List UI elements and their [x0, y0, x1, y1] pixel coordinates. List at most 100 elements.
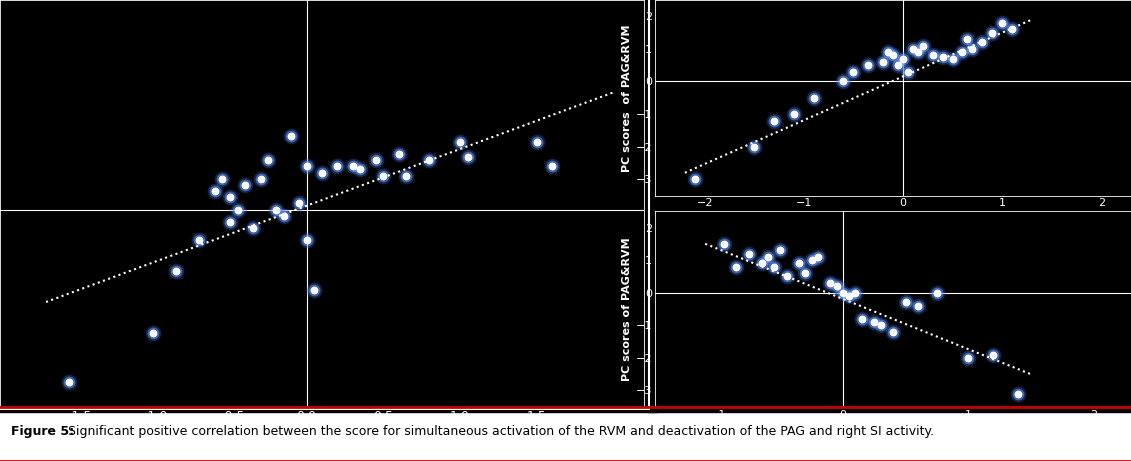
Point [715, 240, 733, 248]
Point [221, 194, 239, 201]
Point [958, 35, 976, 43]
Point [785, 110, 803, 118]
Point [374, 172, 392, 179]
Point [765, 263, 783, 270]
Point [904, 45, 922, 53]
Point [884, 52, 903, 59]
Point [933, 53, 951, 61]
Point [366, 157, 385, 164]
Point [840, 292, 858, 300]
Point [451, 138, 469, 145]
Point [993, 19, 1011, 26]
Text: Figure 5:: Figure 5: [11, 425, 75, 437]
Point [874, 58, 892, 65]
Point [874, 58, 892, 65]
Point [860, 61, 878, 69]
X-axis label: R SI: R SI [301, 428, 344, 447]
Point [796, 269, 814, 277]
Point [777, 273, 795, 280]
Point [259, 157, 277, 164]
Point [236, 181, 254, 189]
Point [904, 45, 922, 53]
Point [259, 157, 277, 164]
Point [374, 172, 392, 179]
Point [275, 212, 293, 219]
Point [828, 283, 846, 290]
Point [543, 163, 561, 170]
Point [1003, 26, 1021, 33]
Point [190, 236, 208, 244]
Point [543, 163, 561, 170]
Point [872, 322, 890, 329]
Point [927, 289, 946, 296]
Text: Significant positive correlation between the score for simultaneous activation o: Significant positive correlation between… [64, 425, 934, 437]
Point [214, 175, 232, 183]
Point [352, 166, 370, 173]
Point [909, 48, 927, 56]
Point [909, 48, 927, 56]
Point [809, 253, 827, 260]
Point [715, 240, 733, 248]
Point [897, 299, 915, 306]
Point [974, 39, 992, 46]
Point [374, 172, 392, 179]
Point [366, 157, 385, 164]
Point [765, 117, 783, 124]
Point [899, 68, 917, 76]
Point [853, 315, 871, 322]
Point [221, 194, 239, 201]
Point [214, 175, 232, 183]
Point [221, 218, 239, 225]
Point [993, 19, 1011, 26]
Point [251, 175, 269, 183]
Point [290, 200, 308, 207]
Point [884, 328, 903, 336]
Point [964, 45, 982, 53]
Point [145, 329, 163, 337]
Point [821, 279, 839, 287]
Point [845, 68, 863, 76]
Point [145, 329, 163, 337]
Point [344, 163, 362, 170]
Point [60, 378, 78, 386]
Point [879, 48, 897, 56]
Point [889, 61, 907, 69]
Point [834, 289, 852, 296]
Point [909, 302, 927, 309]
Point [527, 138, 545, 145]
Point [959, 354, 977, 361]
Point [983, 29, 1001, 36]
Point [727, 263, 745, 270]
Point [821, 279, 839, 287]
Point [828, 283, 846, 290]
Point [685, 176, 703, 183]
Point [759, 253, 777, 260]
Point [275, 212, 293, 219]
Point [796, 269, 814, 277]
Point [909, 302, 927, 309]
Point [267, 206, 285, 213]
Point [451, 138, 469, 145]
Point [389, 150, 407, 158]
Point [167, 267, 185, 275]
Point [803, 256, 821, 264]
Point [835, 78, 853, 85]
Point [1009, 390, 1027, 397]
X-axis label: RVM: RVM [872, 214, 914, 232]
Point [244, 225, 262, 232]
Point [244, 225, 262, 232]
Point [366, 157, 385, 164]
Point [884, 328, 903, 336]
Point [933, 53, 951, 61]
Point [297, 163, 316, 170]
Point [889, 61, 907, 69]
Point [860, 61, 878, 69]
Point [290, 200, 308, 207]
Point [853, 315, 871, 322]
Point [984, 351, 1002, 358]
Point [884, 52, 903, 59]
Point [983, 29, 1001, 36]
Point [228, 206, 247, 213]
Point [777, 273, 795, 280]
Point [904, 45, 922, 53]
